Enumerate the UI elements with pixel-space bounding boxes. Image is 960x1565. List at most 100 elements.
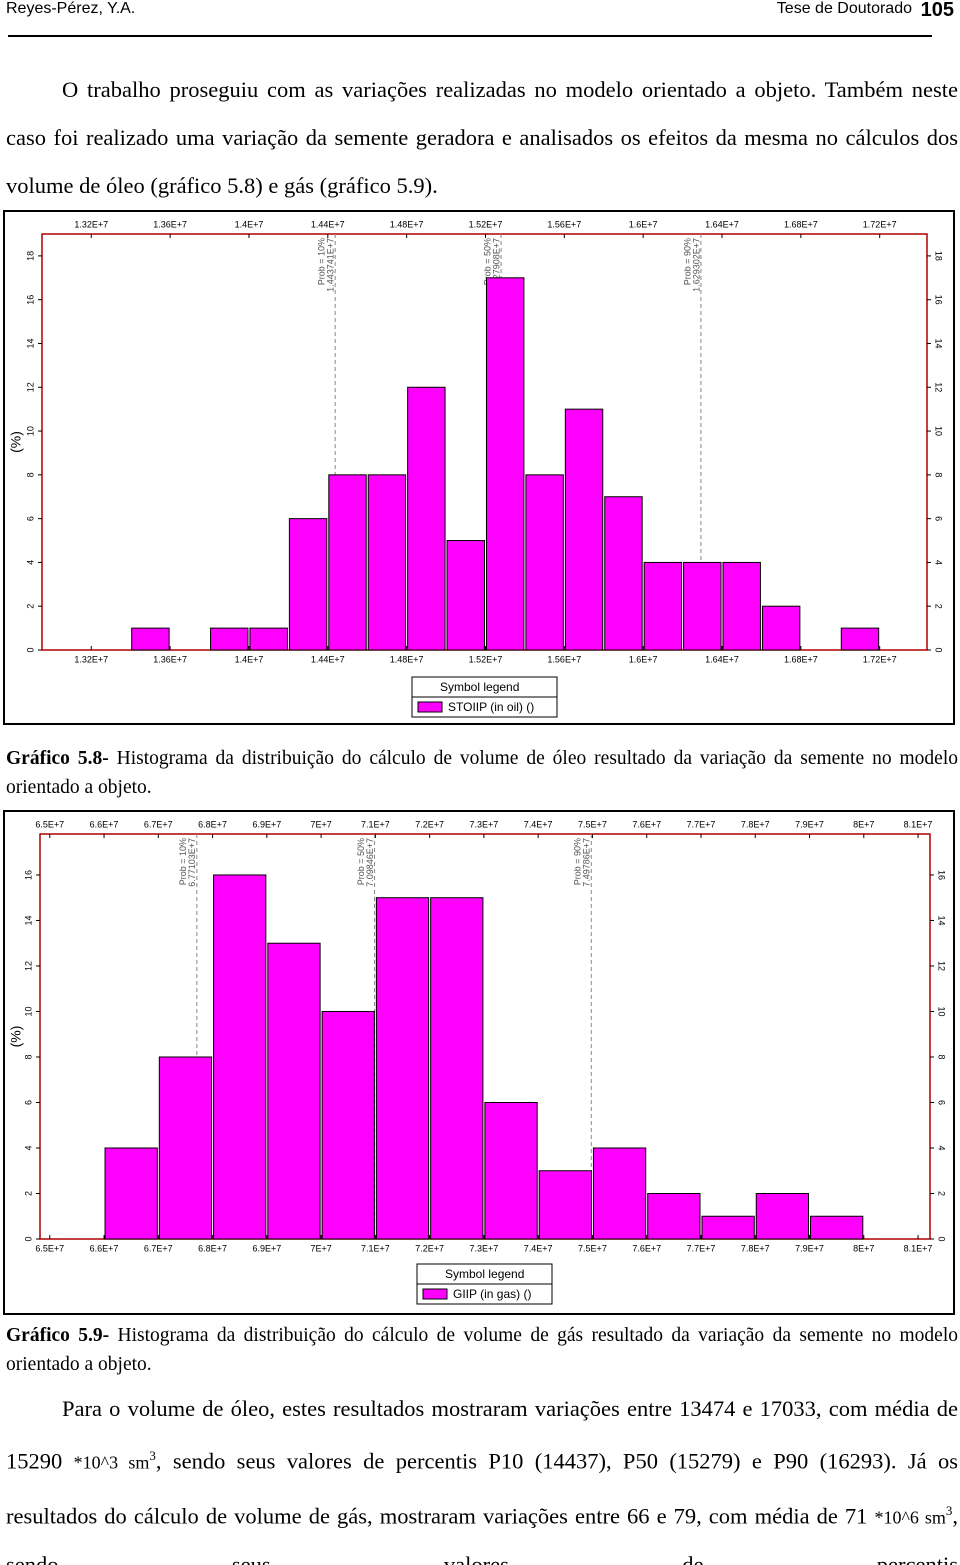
x-tick-label: 1.64E+7 xyxy=(705,654,739,664)
y-tick-label: 10 xyxy=(25,426,35,436)
superscript: 3 xyxy=(149,1448,156,1463)
y-tick-label: 16 xyxy=(25,295,35,305)
percentile-value: 1.629302E+7 xyxy=(691,238,701,292)
x-tick-label: 7.6E+7 xyxy=(632,819,661,829)
unit: *10^6 sm xyxy=(874,1507,946,1527)
bar xyxy=(722,561,761,651)
y-tick-label: 10 xyxy=(23,1006,33,1016)
percentile-value: 1.443741E+7 xyxy=(326,238,336,292)
x-tick-label: 6.7E+7 xyxy=(144,1243,173,1253)
x-tick-label: 1.68E+7 xyxy=(784,219,818,229)
unit: *10^3 sm xyxy=(73,1452,150,1473)
x-tick-label: 1.52E+7 xyxy=(469,219,503,229)
intro-paragraph: O trabalho proseguiu com as variações re… xyxy=(6,77,958,198)
closing-paragraph: Para o volume de óleo, estes resultados … xyxy=(6,1385,958,1565)
x-tick-label: 1.32E+7 xyxy=(74,654,108,664)
bar xyxy=(131,627,170,651)
x-tick-label: 7E+7 xyxy=(310,1243,331,1253)
x-tick-label: 7E+7 xyxy=(310,819,331,829)
bar xyxy=(810,1215,864,1240)
y-tick-label: 0 xyxy=(25,647,35,652)
bar xyxy=(430,897,484,1240)
percentile-label: Prob = 10% xyxy=(178,838,188,885)
x-tick-label: 7.9E+7 xyxy=(795,819,824,829)
x-tick-label: 7.7E+7 xyxy=(687,819,716,829)
x-tick-label: 1.72E+7 xyxy=(863,219,897,229)
x-tick-label: 7.1E+7 xyxy=(361,819,390,829)
y-tick-label: 6 xyxy=(25,516,35,521)
legend-swatch xyxy=(422,1288,448,1300)
bar xyxy=(840,627,880,651)
x-tick-label: 8.1E+7 xyxy=(904,1243,933,1253)
y-tick-label: 8 xyxy=(934,472,944,477)
y-tick-label: 4 xyxy=(23,1145,33,1150)
legend-label: GIIP (in gas) () xyxy=(453,1287,531,1301)
y-tick-label: 12 xyxy=(25,382,35,392)
bar xyxy=(701,1215,755,1240)
y-tick-label: 2 xyxy=(937,1191,947,1196)
x-tick-label: 6.5E+7 xyxy=(35,1243,64,1253)
x-tick-label: 1.4E+7 xyxy=(235,654,264,664)
bar xyxy=(213,874,267,1240)
bar xyxy=(446,540,485,651)
y-tick-label: 14 xyxy=(937,915,947,925)
y-tick-label: 16 xyxy=(937,870,947,880)
percentile-label: Prob = 50% xyxy=(482,238,492,285)
x-tick-label: 6.9E+7 xyxy=(252,1243,281,1253)
x-tick-label: 7.9E+7 xyxy=(795,1243,824,1253)
y-tick-label: 18 xyxy=(25,251,35,261)
y-tick-label: 8 xyxy=(23,1054,33,1059)
x-tick-label: 7.3E+7 xyxy=(470,819,499,829)
x-tick-label: 7.1E+7 xyxy=(361,1243,390,1253)
bar xyxy=(484,1101,538,1240)
caption: Gráfico 5.8- Histograma da distribuição … xyxy=(6,744,958,802)
y-tick-label: 12 xyxy=(23,961,33,971)
y-tick-label: 16 xyxy=(23,870,33,880)
x-tick-label: 1.52E+7 xyxy=(469,654,503,664)
bar xyxy=(485,277,525,651)
y-tick-label: 10 xyxy=(934,426,944,436)
bar xyxy=(592,1147,647,1240)
bar xyxy=(538,1170,592,1240)
bar xyxy=(643,561,683,651)
bar xyxy=(761,605,801,651)
caption-text: Histograma da distribuição do cálculo de… xyxy=(6,748,958,798)
bar xyxy=(755,1192,810,1240)
x-tick-label: 7.7E+7 xyxy=(687,1243,716,1253)
x-tick-label: 1.4E+7 xyxy=(235,219,264,229)
x-tick-label: 8E+7 xyxy=(853,819,874,829)
bar xyxy=(564,408,604,651)
x-tick-label: 6.7E+7 xyxy=(144,819,173,829)
percentile-label: Prob = 10% xyxy=(317,238,327,285)
x-tick-label: 1.44E+7 xyxy=(311,654,345,664)
x-tick-label: 7.5E+7 xyxy=(578,819,607,829)
x-tick-label: 1.56E+7 xyxy=(547,654,581,664)
y-tick-label: 16 xyxy=(934,295,944,305)
percentile-label: Prob = 90% xyxy=(682,238,692,285)
percentile-label: Prob = 90% xyxy=(573,838,583,885)
bar xyxy=(328,474,367,651)
legend-label: STOIIP (in oil) () xyxy=(448,700,534,714)
x-tick-label: 6.9E+7 xyxy=(252,819,281,829)
percentile-value: 7.49786E+7 xyxy=(582,838,592,887)
y-tick-label: 6 xyxy=(937,1100,947,1105)
y-tick-label: 12 xyxy=(934,382,944,392)
x-tick-label: 6.8E+7 xyxy=(198,1243,227,1253)
percentile-label: Prob = 50% xyxy=(356,838,366,885)
bar xyxy=(267,942,321,1240)
y-tick-label: 12 xyxy=(937,961,947,971)
x-tick-label: 1.6E+7 xyxy=(629,219,658,229)
y-tick-label: 14 xyxy=(23,915,33,925)
x-tick-label: 1.48E+7 xyxy=(390,219,424,229)
y-tick-label: 10 xyxy=(937,1006,947,1016)
y-tick-label: 6 xyxy=(934,516,944,521)
x-tick-label: 6.6E+7 xyxy=(90,819,119,829)
x-tick-label: 7.4E+7 xyxy=(524,819,553,829)
bar xyxy=(683,561,722,651)
header-title: Tese de Doutorado xyxy=(776,0,912,17)
percentile-value: 7.09846E+7 xyxy=(365,838,375,887)
superscript: 3 xyxy=(945,1502,953,1518)
caption-label: Gráfico 5.9- xyxy=(6,1325,110,1346)
x-tick-label: 7.4E+7 xyxy=(524,1243,553,1253)
caption-text: Histograma da distribuição do cálculo de… xyxy=(6,1325,958,1375)
